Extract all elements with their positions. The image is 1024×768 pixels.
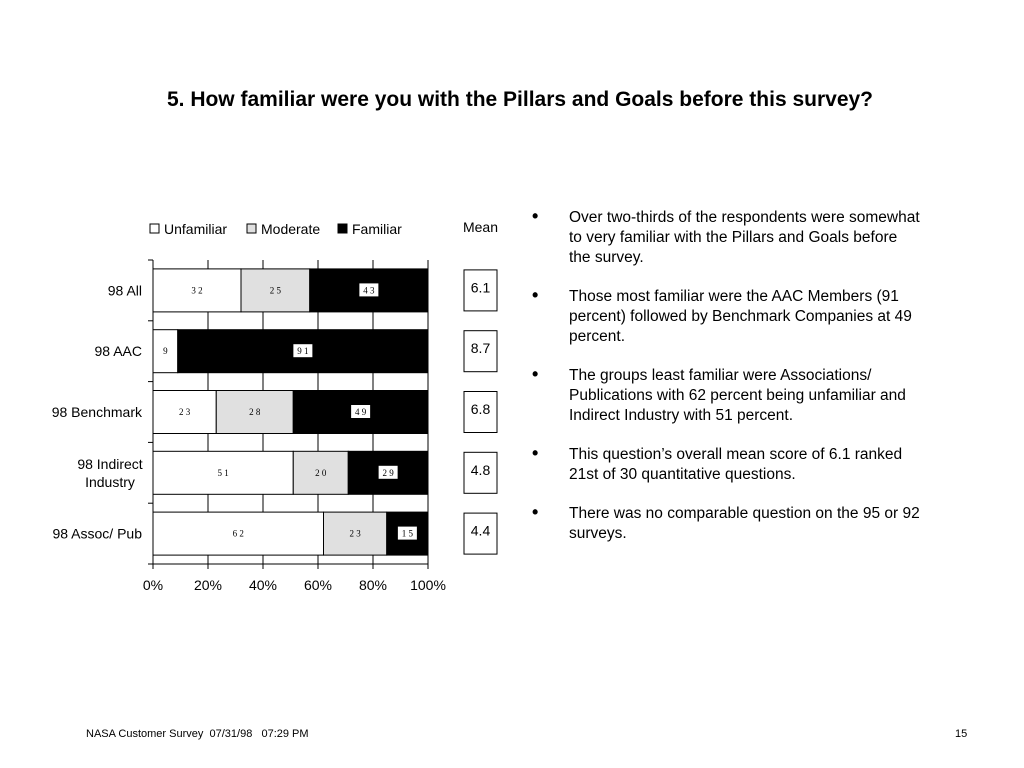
data-label: 2 5 xyxy=(270,285,282,295)
bullet-item: • This question’s overall mean score of 6… xyxy=(532,443,922,485)
x-tick-label: 60% xyxy=(304,577,332,593)
mean-value: 8.7 xyxy=(471,340,491,356)
bullet-text: Over two-thirds of the respondents were … xyxy=(569,209,920,266)
mean-value: 4.4 xyxy=(471,523,491,539)
bar-segment-moderate xyxy=(215,390,294,434)
bullet-dot-icon: • xyxy=(532,285,539,305)
bar-segment-unfamiliar xyxy=(152,511,324,556)
bar-segment-unfamiliar xyxy=(152,268,242,313)
legend-label: Familiar xyxy=(352,221,402,237)
data-label: 1 5 xyxy=(402,529,414,539)
data-label: 2 3 xyxy=(179,407,191,417)
x-tick-label: 40% xyxy=(249,577,277,593)
slide-title: 5. How familiar were you with the Pillar… xyxy=(166,88,874,111)
legend-label: Moderate xyxy=(261,221,320,237)
bullet-dot-icon: • xyxy=(532,443,539,463)
data-label: 2 8 xyxy=(249,407,261,417)
footer-text: NASA Customer Survey 07/31/98 07:29 PM xyxy=(86,728,309,740)
bullet-dot-icon: • xyxy=(532,364,539,384)
mean-box xyxy=(463,451,498,494)
bullet-text: Those most familiar were the AAC Members… xyxy=(569,288,912,345)
mean-box xyxy=(463,269,498,312)
data-label: 2 3 xyxy=(350,529,362,539)
bullet-item: • Over two-thirds of the respondents were… xyxy=(532,206,922,268)
data-label: 3 2 xyxy=(191,285,202,295)
bullet-text: There was no comparable question on the … xyxy=(569,505,920,542)
legend-swatch-moderate xyxy=(246,223,257,234)
legend-swatch-familiar xyxy=(337,223,348,234)
data-label-box xyxy=(351,405,371,418)
data-label-box xyxy=(359,283,379,297)
bar-segment-unfamiliar xyxy=(152,390,217,434)
mean-box xyxy=(463,512,498,555)
bullet-item: • Those most familiar were the AAC Member… xyxy=(532,285,922,347)
mean-value: 6.8 xyxy=(471,401,491,417)
legend-label: Unfamiliar xyxy=(164,221,227,237)
data-label-box xyxy=(293,344,313,358)
mean-value: 6.1 xyxy=(471,279,491,295)
category-label: 98 Benchmark xyxy=(52,404,143,420)
category-label: 98 Assoc/ Pub xyxy=(52,526,142,542)
category-label: Industry xyxy=(85,474,135,490)
category-label: 98 AAC xyxy=(95,343,142,359)
data-label: 2 0 xyxy=(315,468,327,478)
mean-header: Mean xyxy=(463,219,498,235)
bullet-text: The groups least familiar were Associati… xyxy=(569,367,906,424)
mean-value: 4.8 xyxy=(471,462,491,478)
data-label: 2 9 xyxy=(383,468,395,478)
bullet-dot-icon: • xyxy=(532,206,539,226)
category-label: 98 All xyxy=(108,282,142,298)
data-label-box xyxy=(378,465,398,479)
bullet-text: This question’s overall mean score of 6.… xyxy=(569,446,903,483)
data-label-box xyxy=(397,526,417,540)
bullet-dot-icon: • xyxy=(532,502,539,522)
x-tick-label: 20% xyxy=(194,577,222,593)
bar-segment-moderate xyxy=(292,450,349,495)
category-label: 98 Indirect xyxy=(77,456,142,472)
data-label: 6 2 xyxy=(233,529,244,539)
data-label: 4 3 xyxy=(363,285,375,295)
data-label: 9 1 xyxy=(297,346,308,356)
x-tick-label: 100% xyxy=(410,577,446,593)
legend-swatch-unfamiliar xyxy=(149,223,160,234)
bullet-item: • The groups least familiar were Associat… xyxy=(532,364,922,426)
bullet-list: • Over two-thirds of the respondents were… xyxy=(532,206,922,563)
data-label: 9 xyxy=(163,346,168,356)
bar-segment-unfamiliar xyxy=(152,450,294,495)
mean-box xyxy=(463,391,498,433)
x-tick-label: 0% xyxy=(143,577,163,593)
mean-box xyxy=(463,330,498,373)
bullet-item: • There was no comparable question on the… xyxy=(532,502,922,544)
data-label: 5 1 xyxy=(218,468,229,478)
x-tick-label: 80% xyxy=(359,577,387,593)
page-number: 15 xyxy=(955,728,968,740)
data-label: 4 9 xyxy=(355,407,367,417)
